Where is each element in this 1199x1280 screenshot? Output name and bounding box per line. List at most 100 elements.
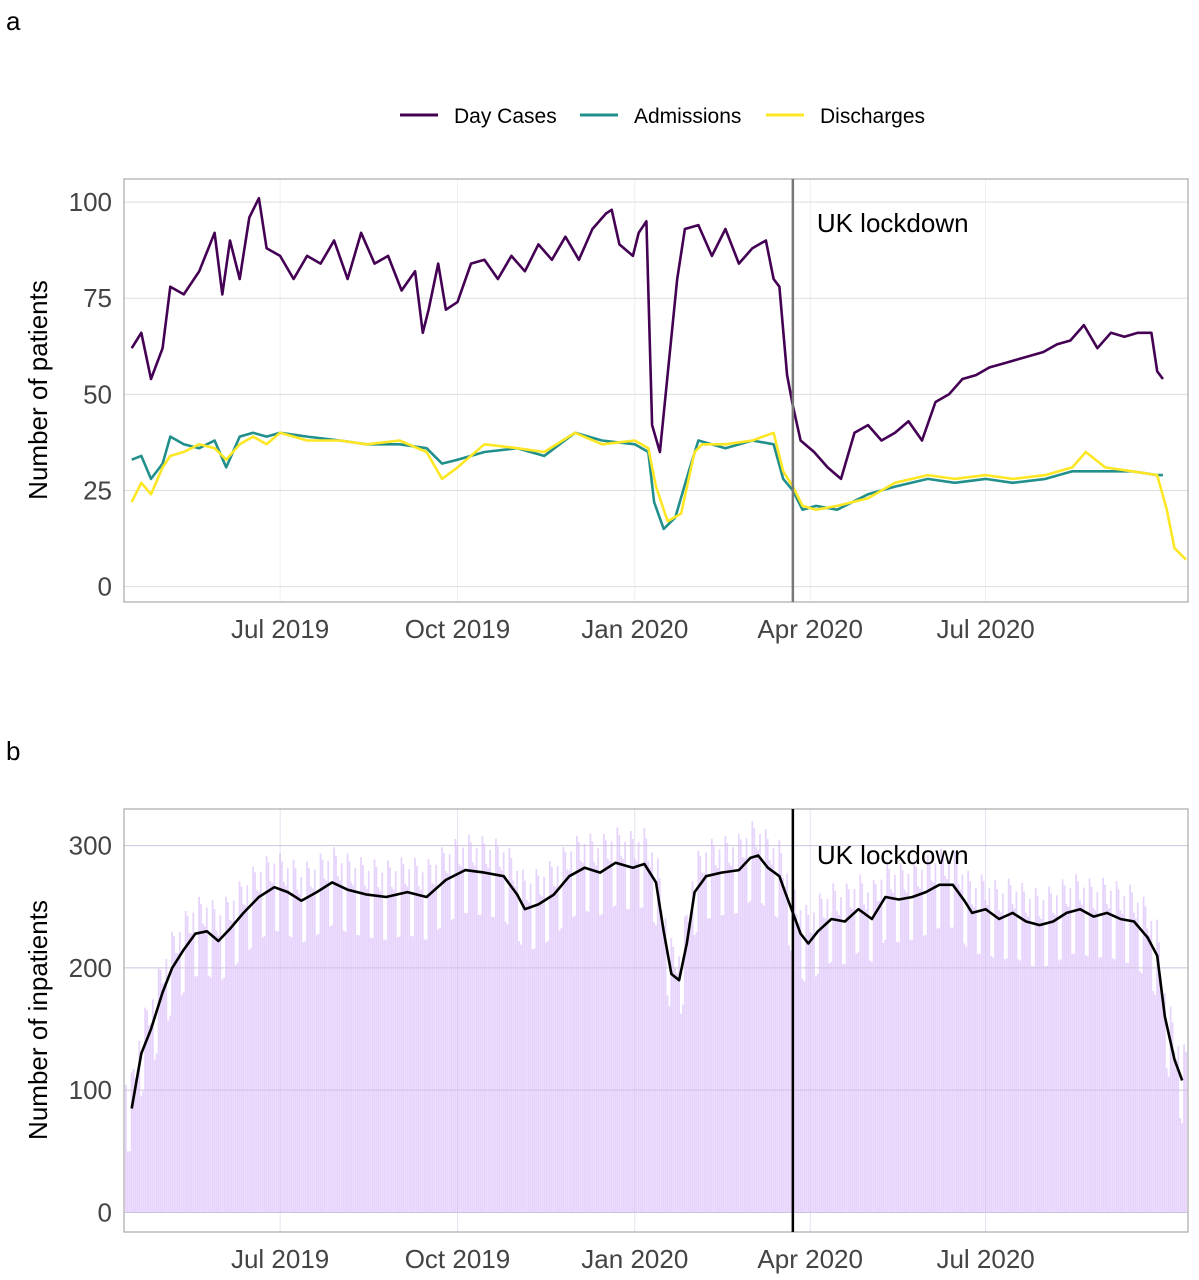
bar	[500, 870, 503, 1213]
bar	[375, 867, 378, 1213]
bar	[793, 889, 796, 1213]
bar	[1094, 910, 1097, 1213]
bar	[435, 864, 438, 1213]
bar	[842, 963, 844, 1213]
bar	[774, 916, 777, 1213]
bar	[1160, 977, 1162, 1213]
bar	[151, 999, 154, 1213]
bar	[410, 935, 413, 1213]
legend-label: Admissions	[634, 105, 741, 128]
bar	[244, 905, 247, 1213]
bar	[182, 992, 185, 1213]
bar	[761, 903, 763, 1213]
bar	[564, 852, 567, 1213]
bar	[1185, 1051, 1187, 1213]
bar	[670, 937, 673, 1213]
bar	[618, 835, 621, 1213]
bar	[493, 917, 495, 1213]
y-tick-label: 75	[83, 283, 112, 313]
bar	[726, 843, 729, 1213]
bar	[645, 838, 648, 1213]
bar	[547, 941, 549, 1213]
bar	[971, 904, 973, 1213]
bar	[601, 914, 603, 1213]
bar	[655, 925, 657, 1213]
y-ticks-b: 0 100 200 300	[69, 831, 112, 1228]
bar	[283, 881, 285, 1213]
bar	[425, 939, 428, 1213]
bar	[980, 874, 983, 1213]
bar	[383, 939, 386, 1213]
bar	[398, 936, 401, 1213]
bar	[554, 886, 557, 1213]
bar	[772, 848, 775, 1213]
bar	[849, 907, 852, 1213]
bar	[799, 909, 802, 1213]
bar	[1183, 1044, 1185, 1213]
bar	[1125, 962, 1128, 1213]
bar	[313, 869, 316, 1213]
bar	[946, 879, 948, 1213]
bar	[230, 920, 233, 1213]
bar	[593, 861, 596, 1213]
bar	[662, 925, 665, 1213]
bar	[701, 872, 704, 1213]
bar	[1067, 906, 1070, 1213]
bar	[768, 860, 771, 1213]
bar	[776, 917, 779, 1213]
x-tick-label: Apr 2020	[757, 614, 863, 644]
bar	[676, 973, 679, 1213]
bar	[462, 847, 465, 1213]
y-tick-label: 100	[69, 1075, 112, 1105]
bar	[1090, 886, 1093, 1213]
bar	[562, 847, 565, 1213]
bar	[1150, 920, 1153, 1213]
bar	[1136, 902, 1139, 1213]
bar	[934, 863, 937, 1213]
bar	[1082, 887, 1085, 1213]
bar	[522, 869, 524, 1213]
bar	[439, 927, 441, 1213]
bar	[161, 983, 164, 1213]
bar	[1129, 884, 1131, 1213]
bar	[477, 914, 480, 1213]
lockdown-annotation: UK lockdown	[817, 208, 969, 238]
x-ticks-a: Jul 2019 Oct 2019 Jan 2020 Apr 2020 Jul 2020	[231, 614, 1035, 644]
bar	[402, 864, 405, 1213]
bar	[342, 930, 345, 1213]
bar	[520, 944, 522, 1213]
bar	[194, 976, 197, 1213]
bar	[128, 1151, 131, 1213]
bar	[926, 855, 929, 1213]
bar	[514, 886, 517, 1213]
bar	[225, 896, 227, 1213]
bar	[446, 873, 449, 1213]
bar	[473, 865, 476, 1213]
bar	[271, 882, 274, 1213]
bar	[811, 933, 813, 1213]
bar	[406, 886, 409, 1213]
bar	[882, 942, 885, 1213]
bar	[495, 838, 497, 1213]
bar	[743, 858, 746, 1213]
bar	[612, 906, 615, 1213]
bar	[894, 875, 896, 1213]
bars-b	[124, 821, 1187, 1213]
bar	[1054, 914, 1056, 1213]
bar	[647, 861, 650, 1213]
bar	[319, 853, 322, 1213]
bar	[169, 1015, 172, 1213]
bar	[1092, 907, 1095, 1213]
bar	[323, 878, 326, 1213]
bar	[687, 921, 690, 1213]
bar	[1115, 881, 1118, 1213]
bar	[1040, 919, 1043, 1213]
bar	[202, 923, 204, 1213]
bar	[606, 858, 609, 1213]
bar	[198, 896, 200, 1213]
bar	[229, 919, 231, 1213]
bar	[876, 900, 879, 1213]
lockdown-line-b: UK lockdown	[791, 809, 969, 1232]
bar	[1121, 913, 1124, 1213]
bar	[549, 860, 551, 1213]
